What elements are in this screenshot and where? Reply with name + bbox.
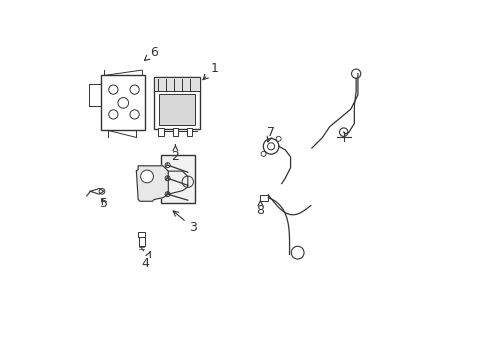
Bar bbox=[172, 127, 178, 136]
Bar bbox=[154, 77, 200, 129]
Text: 8: 8 bbox=[256, 201, 264, 217]
Bar bbox=[161, 155, 195, 203]
Bar bbox=[158, 127, 163, 136]
Text: 2: 2 bbox=[171, 145, 179, 163]
Bar bbox=[139, 237, 144, 246]
Bar bbox=[259, 195, 268, 201]
Bar bbox=[101, 76, 145, 130]
Bar bbox=[138, 233, 145, 237]
Text: 6: 6 bbox=[144, 46, 158, 60]
Text: 4: 4 bbox=[141, 251, 150, 270]
Bar bbox=[154, 77, 200, 91]
Polygon shape bbox=[136, 166, 168, 201]
Bar bbox=[186, 127, 192, 136]
Text: 5: 5 bbox=[101, 197, 108, 210]
Text: 7: 7 bbox=[266, 126, 275, 142]
Text: 1: 1 bbox=[203, 62, 218, 80]
Circle shape bbox=[141, 170, 153, 183]
Text: 3: 3 bbox=[173, 211, 197, 234]
Bar bbox=[159, 94, 195, 125]
